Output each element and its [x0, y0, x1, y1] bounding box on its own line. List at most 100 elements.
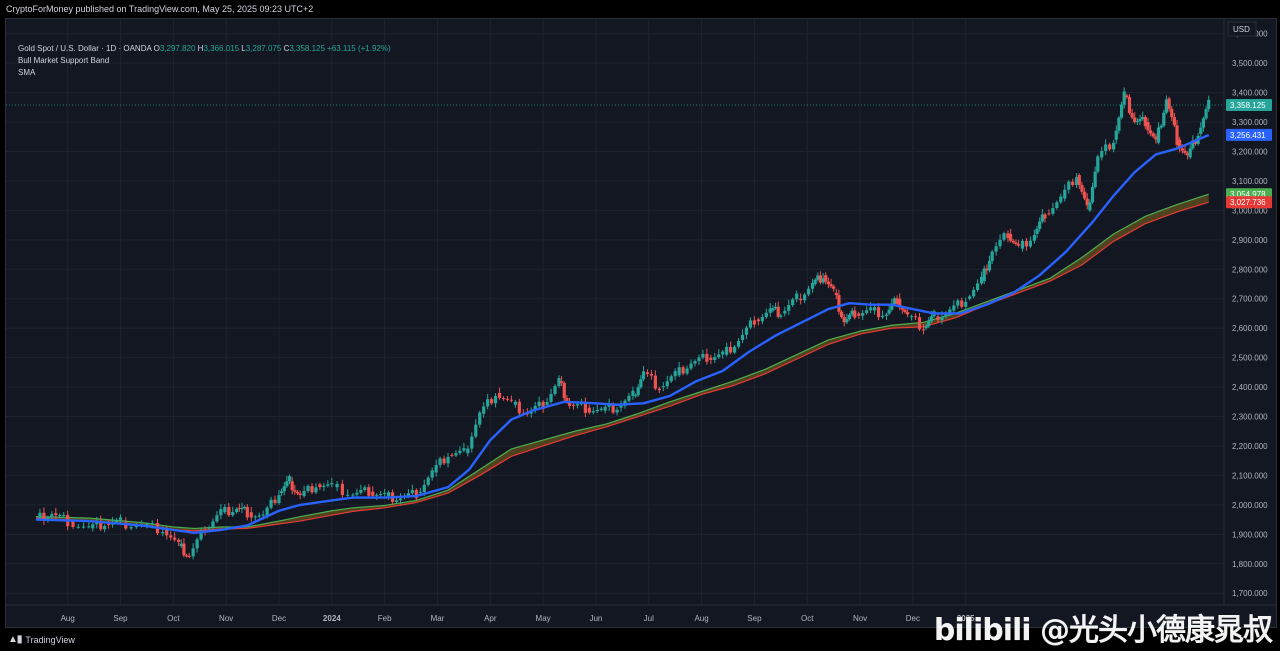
- candle-body: [653, 375, 657, 389]
- candle-body: [240, 507, 244, 509]
- candle-body: [1138, 118, 1142, 122]
- candle-body: [740, 334, 745, 340]
- candle-body: [478, 412, 482, 425]
- candle-body: [776, 306, 780, 317]
- footer-bar: ▲▮ TradingView: [0, 630, 1280, 651]
- candle-body: [994, 246, 998, 252]
- y-tick-label: 3,200.000: [1232, 148, 1268, 157]
- candle-body: [1141, 116, 1145, 119]
- candle-body: [295, 491, 300, 494]
- candle-body: [1035, 228, 1039, 234]
- x-tick-label: May: [536, 614, 551, 623]
- chart-frame[interactable]: 1,700.000 1,800.000 1,900.000 2,000.000 2,10…: [5, 18, 1277, 628]
- candle-body: [450, 454, 454, 456]
- candle-body: [713, 357, 717, 360]
- candle-body: [599, 408, 603, 410]
- candle-body: [1127, 97, 1132, 113]
- x-tick-label: Oct: [167, 614, 180, 623]
- candle-body: [191, 548, 195, 557]
- candle-body: [861, 313, 865, 316]
- candle-body: [340, 483, 344, 496]
- candle-body: [1185, 152, 1190, 156]
- y-tick-label: 1,800.000: [1232, 560, 1268, 569]
- candle-body: [207, 527, 211, 529]
- candle-body: [906, 312, 910, 315]
- candle-body: [887, 309, 891, 314]
- indicator-sma[interactable]: SMA: [18, 68, 36, 77]
- candle-body: [1006, 233, 1010, 239]
- tradingview-logo-icon: ▲▮: [8, 634, 22, 645]
- candle-body: [685, 368, 689, 374]
- candle-body: [1104, 144, 1108, 151]
- candle-body: [567, 401, 572, 406]
- price-chart[interactable]: 1,700.000 1,800.000 1,900.000 2,000.000 2,10…: [6, 19, 1276, 627]
- candle-body: [235, 508, 239, 513]
- candle-body: [779, 315, 783, 317]
- candle-body: [791, 299, 795, 306]
- candle-body: [287, 476, 292, 482]
- candle-body: [1080, 184, 1084, 192]
- candle-body: [834, 292, 838, 296]
- high-value: 3,366.015: [203, 44, 240, 53]
- candle-body: [681, 367, 685, 374]
- candle-body: [249, 512, 253, 518]
- candle-body: [803, 294, 807, 301]
- candle-body: [736, 341, 741, 347]
- sma-line: [35, 133, 1210, 535]
- candle-body: [1028, 240, 1033, 247]
- candle-body: [1170, 108, 1174, 118]
- candle-body: [799, 298, 803, 301]
- candle-body: [346, 494, 350, 496]
- candle-body: [764, 312, 768, 318]
- candle-body: [1016, 243, 1021, 246]
- candle-body: [261, 514, 265, 516]
- y-tick-label: 2,300.000: [1232, 413, 1268, 422]
- candle-body: [243, 507, 247, 509]
- candle-body: [872, 307, 877, 311]
- y-tick-label: 3,100.000: [1232, 177, 1268, 186]
- candle-body: [956, 300, 960, 306]
- x-tick-label: Nov: [853, 614, 867, 623]
- change-value: +63.115 (+1.92%): [327, 44, 391, 53]
- candle-body: [649, 373, 654, 376]
- candle-body: [1108, 144, 1112, 150]
- candle-body: [282, 486, 286, 492]
- candle-body: [565, 398, 569, 402]
- publish-line: CryptoForMoney published on TradingView.…: [6, 4, 314, 14]
- candle-body: [1151, 133, 1155, 137]
- candle-body: [474, 424, 478, 437]
- y-tick-label: 3,300.000: [1232, 118, 1268, 127]
- candle-body: [627, 395, 631, 401]
- candle-body: [134, 525, 138, 528]
- candle-body: [318, 484, 322, 488]
- candle-body: [454, 453, 458, 456]
- indicator-bull-band[interactable]: Bull Market Support Band: [18, 56, 110, 65]
- candle-body: [302, 491, 306, 497]
- candle-body: [645, 372, 650, 374]
- x-tick-label: Dec: [272, 614, 286, 623]
- x-tick-label: Oct: [801, 614, 814, 623]
- candle-body: [335, 483, 339, 488]
- candle-body: [129, 527, 133, 529]
- candle-body: [1135, 121, 1140, 123]
- candle-body: [42, 512, 46, 521]
- candle-body: [173, 537, 177, 540]
- candle-body: [387, 492, 391, 497]
- candle-body: [1032, 234, 1036, 241]
- candle-body: [693, 361, 697, 364]
- tradingview-brand[interactable]: ▲▮ TradingView: [8, 634, 75, 645]
- candle-body: [553, 386, 557, 395]
- candle-body: [998, 239, 1002, 247]
- candle-body: [1146, 122, 1150, 131]
- candle-body: [639, 379, 643, 388]
- candle-body: [756, 319, 760, 322]
- candle-body: [1002, 233, 1006, 240]
- candle-body: [184, 555, 189, 557]
- candle-body: [1154, 136, 1158, 140]
- plot-background: [6, 19, 1276, 627]
- candle-body: [857, 313, 861, 316]
- candle-body: [493, 396, 498, 404]
- candle-body: [326, 484, 330, 486]
- candle-body: [771, 308, 775, 311]
- candle-body: [537, 401, 541, 407]
